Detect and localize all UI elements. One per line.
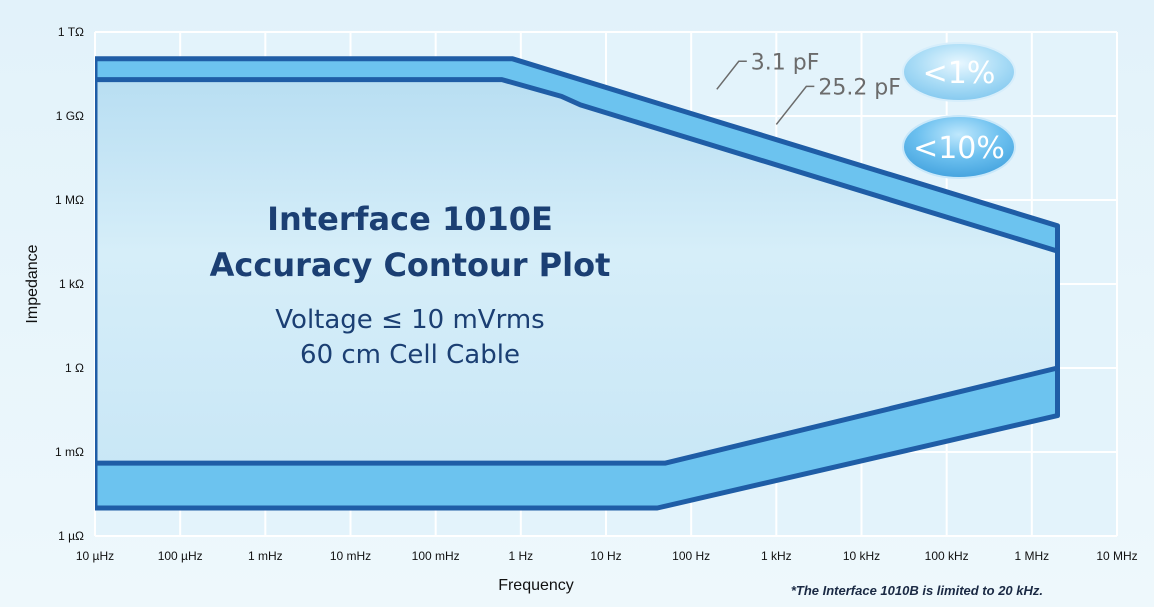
y-tick-label: 1 GΩ [56, 109, 84, 123]
chart-title: Interface 1010E [267, 200, 553, 238]
x-tick-label: 10 mHz [330, 549, 371, 563]
legend-label-1pct: <1% [923, 56, 996, 91]
y-tick-label: 1 Ω [65, 361, 84, 375]
band-1pct [95, 77, 1060, 466]
y-tick-labels: 1 µΩ 1 mΩ 1 Ω 1 kΩ 1 MΩ 1 GΩ 1 TΩ [55, 25, 84, 543]
y-axis-title: Impedance [24, 244, 41, 323]
x-tick-label: 1 MHz [1014, 549, 1049, 563]
accuracy-bands [95, 56, 1060, 511]
x-tick-label: 10 Hz [590, 549, 621, 563]
y-tick-label: 1 mΩ [55, 445, 84, 459]
x-tick-label: 1 mHz [248, 549, 283, 563]
legend-bubble-1pct: <1% [902, 42, 1016, 102]
x-tick-label: 1 kHz [761, 549, 792, 563]
legend-bubble-10pct: <10% [902, 115, 1016, 179]
y-tick-label: 1 TΩ [58, 25, 84, 39]
x-tick-label: 100 mHz [412, 549, 460, 563]
x-tick-label: 10 kHz [843, 549, 880, 563]
x-tick-label: 100 kHz [925, 549, 969, 563]
x-tick-label: 1 Hz [508, 549, 533, 563]
x-tick-label: 100 µHz [158, 549, 203, 563]
legend-label-10pct: <10% [913, 131, 1005, 166]
condition-cable: 60 cm Cell Cable [300, 340, 520, 370]
annotation-label: 25.2 pF [818, 75, 901, 100]
footnote: *The Interface 1010B is limited to 20 kH… [791, 583, 1043, 598]
annotation-leader [775, 85, 815, 125]
y-tick-label: 1 kΩ [59, 277, 84, 291]
x-tick-label: 100 Hz [672, 549, 710, 563]
y-tick-label: 1 µΩ [58, 529, 84, 543]
x-tick-label: 10 µHz [76, 549, 114, 563]
chart-subtitle: Accuracy Contour Plot [210, 246, 611, 284]
annotation-label: 3.1 pF [751, 50, 820, 75]
annotation-leader [716, 60, 747, 90]
x-tick-label: 10 MHz [1096, 549, 1137, 563]
x-tick-labels: 10 µHz 100 µHz 1 mHz 10 mHz 100 mHz 1 Hz 10 Hz… [76, 549, 1138, 563]
condition-voltage: Voltage ≤ 10 mVrms [275, 305, 544, 335]
y-tick-label: 1 MΩ [55, 193, 84, 207]
x-axis-title: Frequency [498, 577, 574, 594]
